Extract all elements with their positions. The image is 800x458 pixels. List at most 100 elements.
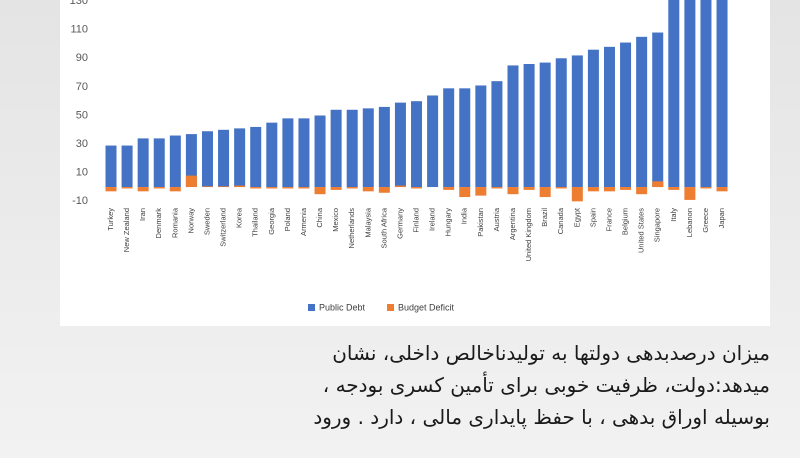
x-tick-label: Turkey	[106, 208, 115, 231]
bar	[314, 115, 326, 188]
bar	[362, 187, 374, 192]
x-tick-label: Japan	[717, 208, 726, 228]
bar	[411, 187, 423, 189]
bar	[571, 187, 583, 202]
x-tick-label: Romania	[170, 207, 179, 238]
x-tick-label: Finland	[412, 208, 421, 233]
bar	[218, 129, 230, 188]
bar	[491, 81, 503, 188]
x-tick-label: Argentina	[508, 207, 517, 240]
x-tick-label: Spain	[588, 208, 597, 227]
bar	[475, 85, 487, 188]
bar	[121, 187, 133, 189]
bar	[411, 101, 423, 188]
bar	[394, 185, 406, 188]
bar	[507, 65, 519, 188]
legend-label: Budget Deficit	[398, 302, 455, 312]
x-tick-label: Armenia	[299, 207, 308, 236]
x-tick-label: United Kingdom	[524, 208, 533, 261]
y-tick-label: 30	[76, 138, 88, 150]
bar	[298, 118, 310, 188]
legend-swatch	[308, 304, 315, 311]
bar	[539, 187, 551, 198]
bar	[700, 0, 712, 188]
x-tick-label: South Africa	[379, 207, 388, 248]
x-tick-label: Germany	[395, 208, 404, 239]
x-tick-label: Malaysia	[363, 207, 372, 237]
bar	[346, 187, 358, 189]
bar	[201, 186, 213, 188]
x-tick-label: Singapore	[653, 208, 662, 242]
bar	[282, 187, 294, 189]
x-tick-label: Lebanon	[685, 208, 694, 237]
x-tick-label: Korea	[235, 207, 244, 228]
bar	[636, 36, 648, 188]
y-tick-label: 70	[76, 81, 88, 93]
bar	[700, 187, 712, 189]
bar	[443, 187, 455, 190]
bar	[475, 187, 487, 196]
x-tick-label: Egypt	[572, 207, 581, 227]
x-tick-label: France	[604, 208, 613, 231]
bar	[314, 187, 326, 195]
x-tick-label: Denmark	[154, 208, 163, 239]
bar	[652, 32, 664, 188]
bar	[234, 185, 246, 188]
bar	[362, 108, 374, 188]
bar	[234, 128, 246, 188]
bar	[523, 64, 535, 188]
bar	[378, 106, 390, 188]
x-tick-label: Georgia	[267, 207, 276, 235]
bar	[201, 131, 213, 188]
bar	[603, 187, 615, 192]
caption-line: میدهد:دولت، ظرفیت خوبی برای تأمین کسری ب…	[323, 371, 770, 397]
bar	[507, 187, 519, 195]
bar	[459, 187, 471, 198]
bar	[266, 187, 278, 189]
bar	[539, 62, 551, 188]
caption-line: میزان درصدبدهی دولتها به تولیدناخالص داخ…	[332, 341, 770, 365]
bar	[105, 145, 117, 188]
x-tick-label: United States	[637, 208, 646, 253]
bar	[185, 175, 197, 188]
y-tick-label: 10	[76, 167, 88, 179]
bar	[491, 187, 503, 189]
bar	[250, 187, 262, 189]
bar	[330, 187, 342, 190]
bar	[587, 49, 599, 188]
x-tick-label: Switzerland	[219, 208, 228, 247]
x-tick-label: Austria	[492, 207, 501, 231]
bar	[153, 187, 165, 189]
bar	[346, 109, 358, 188]
bar	[684, 0, 696, 188]
legend-swatch	[387, 304, 395, 311]
bar	[652, 181, 664, 188]
bar	[636, 187, 648, 195]
bar	[668, 0, 680, 188]
bar	[523, 187, 535, 190]
x-tick-label: Poland	[283, 208, 292, 231]
x-tick-label: Sweden	[202, 208, 211, 235]
x-tick-label: India	[460, 207, 469, 224]
bar	[571, 55, 583, 188]
bar	[169, 187, 181, 192]
y-tick-label: -10	[72, 195, 88, 207]
y-tick-label: 110	[70, 24, 88, 36]
bar	[555, 58, 567, 188]
bar	[668, 187, 680, 190]
x-tick-label: Pakistan	[476, 208, 485, 237]
bar	[394, 102, 406, 188]
x-tick-label: Norway	[186, 208, 195, 234]
bar	[716, 0, 728, 188]
bar	[716, 187, 728, 192]
bar	[443, 88, 455, 188]
bar	[427, 95, 439, 188]
bar	[185, 134, 197, 188]
bar	[121, 145, 133, 188]
bar	[169, 135, 181, 188]
bar	[555, 187, 567, 189]
x-tick-label: China	[315, 207, 324, 227]
x-tick-label: Iran	[138, 208, 147, 221]
bar	[298, 187, 310, 189]
bar	[105, 187, 117, 192]
